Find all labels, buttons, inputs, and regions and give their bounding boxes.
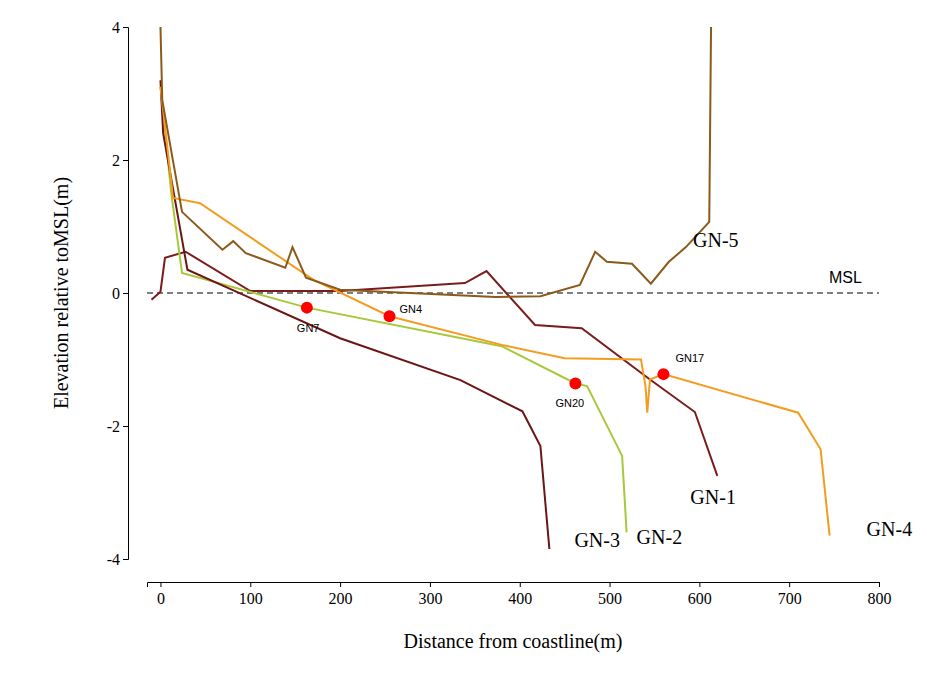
x-tick: 100 [239,582,263,607]
series-line [160,87,626,533]
x-tick: 600 [688,582,712,607]
series-label: GN-3 [574,529,620,551]
y-tick-mark [123,293,128,294]
x-axis: 0 100 200 300 400 500 600 700 800 [148,582,892,607]
annotation-label: GN7 [297,322,320,334]
annotation-point [569,377,581,389]
series-line [160,27,711,297]
x-tick-mark [520,582,521,587]
labels: MSL GN7 GN4 GN20 GN17 GN-1 GN-2 GN-3 GN-4 GN-5 [297,229,912,551]
y-tick-mark [123,559,128,560]
x-tick-mark [610,582,611,587]
x-tick-mark [430,582,431,587]
x-tick-mark [699,582,700,587]
x-tick: 800 [868,582,892,607]
x-tick-mark [340,582,341,587]
y-tick-label: 4 [112,19,120,36]
x-tick-label: 0 [157,590,165,607]
x-tick: 700 [778,582,802,607]
series-line [151,252,717,476]
y-tick-label: 2 [112,152,120,169]
x-tick-label: 100 [239,590,263,607]
x-tick-mark [879,582,880,587]
series-label: GN-5 [693,229,739,251]
y-tick: 2 [112,152,128,169]
annotation-label: GN20 [555,397,584,409]
y-tick-label: -4 [107,551,120,568]
annotation-label: GN4 [400,303,423,315]
annotation-point [301,302,313,314]
y-tick-mark [123,160,128,161]
x-tick: 300 [418,582,442,607]
series-line [160,80,549,549]
x-tick-label: 800 [868,590,892,607]
y-tick-label: 0 [112,285,120,302]
reference-line-label: MSL [829,269,862,286]
y-tick: 4 [112,19,128,36]
x-tick: 200 [329,582,353,607]
annotation-point [657,368,669,380]
x-axis-line [148,583,880,588]
x-tick-mark [250,582,251,587]
x-tick-label: 400 [508,590,532,607]
x-tick-label: 300 [418,590,442,607]
y-axis-title: Elevation relative toMSL(m) [50,177,73,409]
x-tick-label: 600 [688,590,712,607]
x-axis-title: Distance from coastline(m) [404,630,623,653]
y-tick-label: -2 [107,418,120,435]
x-tick-mark [160,582,161,587]
y-axis: -4 -2 0 2 4 [107,19,129,568]
series-label: GN-4 [867,518,913,540]
x-tick: 400 [508,582,532,607]
series-label: GN-1 [690,486,736,508]
y-tick: -4 [107,551,128,568]
chart: 0 100 200 300 400 500 600 700 800 -4 -2 0 2 4 Distance… [0,0,927,685]
annotation-label: GN17 [675,352,704,364]
y-axis-line [123,28,129,560]
y-tick-mark [123,426,128,427]
x-tick-mark [789,582,790,587]
series-label: GN-2 [637,526,683,548]
x-tick: 500 [598,582,622,607]
x-tick-label: 700 [778,590,802,607]
plot-area [147,27,879,549]
series-line [160,87,829,536]
y-tick-mark [123,27,128,28]
x-tick-label: 500 [598,590,622,607]
y-tick: -2 [107,418,128,435]
y-tick: 0 [112,285,128,302]
x-tick-label: 200 [329,590,353,607]
annotation-point [384,310,396,322]
x-tick: 0 [157,582,165,607]
